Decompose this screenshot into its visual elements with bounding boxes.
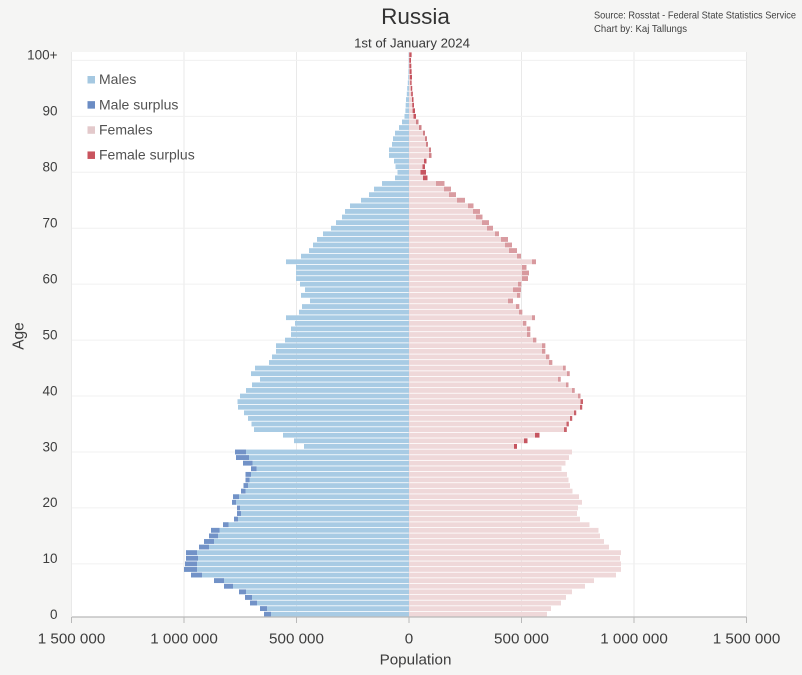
svg-text:0: 0	[50, 607, 58, 622]
svg-text:30: 30	[42, 439, 57, 454]
svg-text:80: 80	[42, 160, 57, 175]
svg-text:70: 70	[42, 216, 57, 231]
svg-text:Females: Females	[99, 122, 153, 138]
svg-text:1 500 000: 1 500 000	[38, 631, 106, 648]
svg-text:10: 10	[42, 551, 57, 566]
svg-text:50: 50	[42, 327, 57, 342]
svg-text:Source: Rosstat - Federal Stat: Source: Rosstat - Federal State Statisti…	[594, 10, 796, 22]
svg-text:60: 60	[42, 271, 57, 286]
svg-text:Age: Age	[11, 322, 28, 350]
svg-text:Male surplus: Male surplus	[99, 96, 178, 112]
svg-text:Population: Population	[380, 652, 452, 669]
svg-text:500 000: 500 000	[494, 631, 549, 648]
svg-text:40: 40	[42, 383, 57, 398]
svg-text:Russia: Russia	[381, 4, 450, 29]
svg-text:Chart by: Kaj Tallungs: Chart by: Kaj Tallungs	[594, 23, 687, 35]
svg-text:500 000: 500 000	[269, 631, 324, 648]
svg-text:1st of January 2024: 1st of January 2024	[354, 36, 470, 51]
svg-text:Female surplus: Female surplus	[99, 147, 195, 163]
svg-text:1 000 000: 1 000 000	[150, 631, 218, 648]
svg-text:100+: 100+	[27, 48, 58, 63]
svg-text:90: 90	[42, 104, 57, 119]
svg-text:Males: Males	[99, 71, 136, 87]
svg-text:0: 0	[405, 631, 413, 648]
svg-text:1 500 000: 1 500 000	[713, 631, 781, 648]
svg-text:20: 20	[42, 495, 57, 510]
svg-text:1 000 000: 1 000 000	[600, 631, 668, 648]
